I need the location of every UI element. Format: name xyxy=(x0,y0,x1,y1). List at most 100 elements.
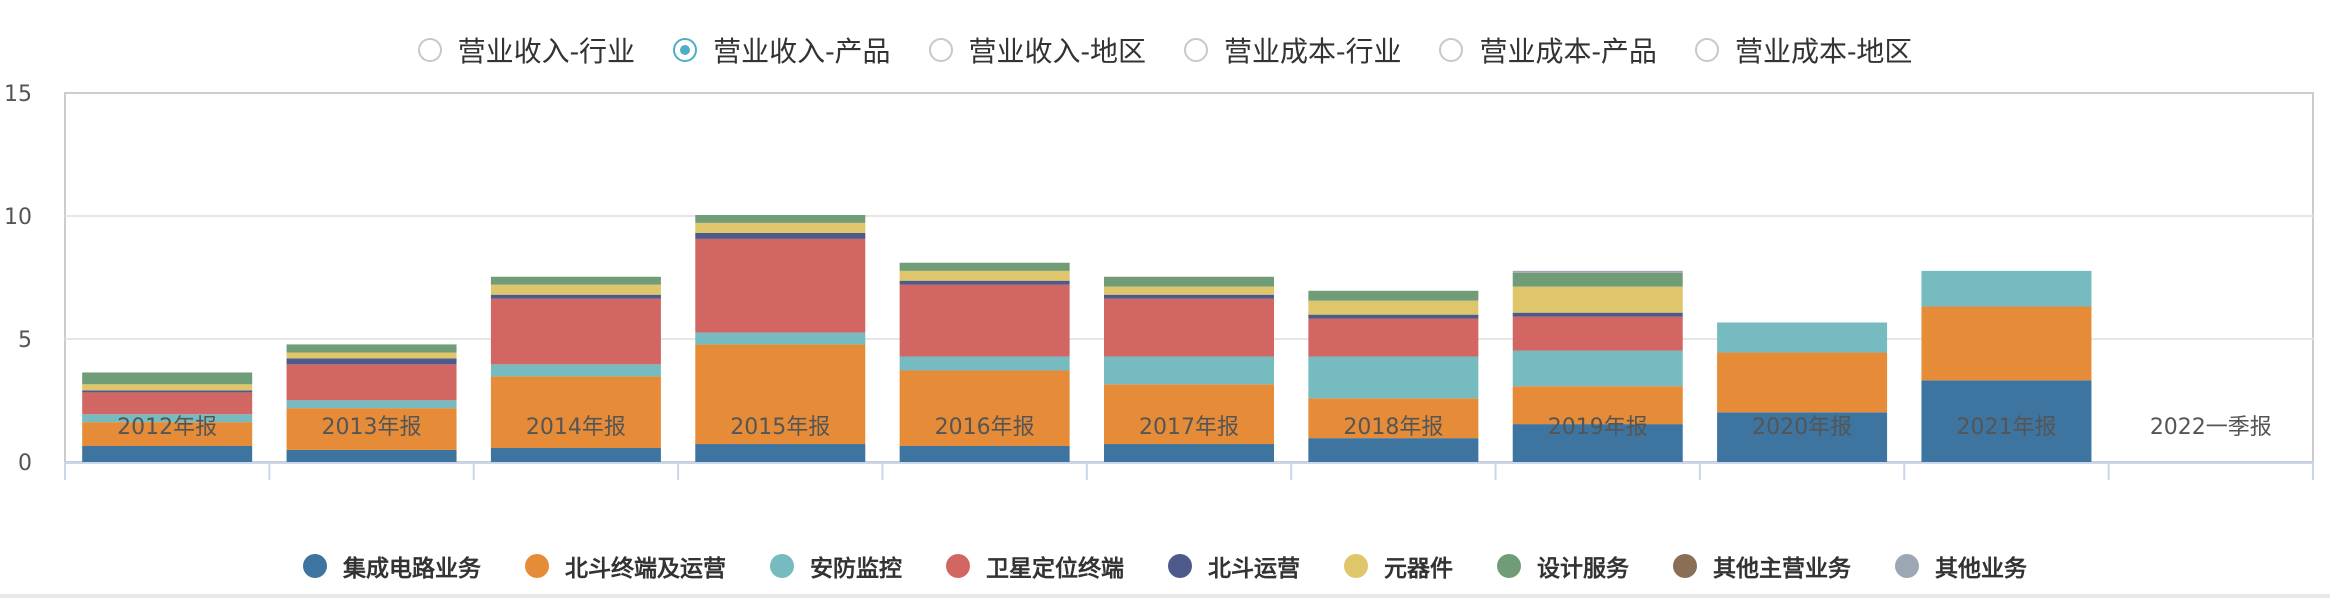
radio-tab-2[interactable]: 营业收入-地区 xyxy=(928,30,1146,70)
bar-segment[interactable] xyxy=(695,232,866,239)
bar-segment[interactable] xyxy=(1512,386,1683,425)
bar-segment[interactable] xyxy=(1308,438,1479,462)
bar-segment[interactable] xyxy=(1921,306,2092,381)
bar-segment[interactable] xyxy=(82,392,253,415)
bar-segment[interactable] xyxy=(899,262,1070,271)
bar-segment[interactable] xyxy=(899,280,1070,285)
bar-stack[interactable] xyxy=(1921,270,2092,462)
x-tick-label: 2022一季报 xyxy=(2150,415,2272,440)
bar-segment[interactable] xyxy=(695,344,866,445)
bar-segment[interactable] xyxy=(899,356,1070,371)
bar-segment[interactable] xyxy=(1308,318,1479,357)
bar-segment[interactable] xyxy=(286,358,457,365)
bar-segment[interactable] xyxy=(1717,352,1888,413)
bar-segment[interactable] xyxy=(1104,286,1274,295)
legend-item[interactable]: 北斗终端及运营 xyxy=(525,549,726,583)
bar-segment[interactable] xyxy=(1104,294,1274,299)
bar-segment[interactable] xyxy=(1512,350,1683,387)
bar-segment[interactable] xyxy=(695,215,866,223)
legend-item[interactable]: 集成电路业务 xyxy=(303,549,481,583)
bar-segment[interactable] xyxy=(1512,316,1683,351)
bar-segment[interactable] xyxy=(1921,380,2092,462)
bar-stack[interactable] xyxy=(286,344,457,462)
bar-segment[interactable] xyxy=(286,344,457,353)
bar-stack[interactable] xyxy=(1308,290,1479,462)
legend-item[interactable]: 卫星定位终端 xyxy=(946,549,1124,583)
bottom-divider xyxy=(0,594,2330,598)
bar-segment[interactable] xyxy=(1512,312,1683,317)
bar-segment[interactable] xyxy=(82,384,253,391)
bar-segment[interactable] xyxy=(82,422,253,447)
bar-segment[interactable] xyxy=(695,222,866,233)
radio-tab-5[interactable]: 营业成本-地区 xyxy=(1694,30,1912,70)
radio-unchecked-icon[interactable] xyxy=(928,38,953,62)
bar-segment[interactable] xyxy=(286,408,457,450)
bar-segment[interactable] xyxy=(1512,286,1683,313)
bar-segment[interactable] xyxy=(899,270,1070,281)
bar-segment[interactable] xyxy=(1104,276,1274,287)
bar-segment[interactable] xyxy=(1308,356,1479,399)
bar-segment[interactable] xyxy=(490,276,661,285)
bar-stack[interactable] xyxy=(1717,322,1888,462)
bar-segment[interactable] xyxy=(286,400,457,409)
bar-segment[interactable] xyxy=(1308,314,1479,319)
legend-dot-icon xyxy=(303,554,327,578)
bar-segment[interactable] xyxy=(82,372,253,385)
legend-item[interactable]: 其他业务 xyxy=(1895,549,2027,583)
bar-segment[interactable] xyxy=(490,284,661,295)
y-tick-label: 10 xyxy=(4,205,32,230)
bar-stack[interactable] xyxy=(1512,270,1683,462)
bar-segment[interactable] xyxy=(82,446,253,462)
bar-stack[interactable] xyxy=(82,372,253,462)
bar-stack[interactable] xyxy=(899,262,1070,462)
radio-tab-0[interactable]: 营业收入-行业 xyxy=(417,30,635,70)
bar-segment[interactable] xyxy=(1308,290,1479,301)
bar-segment[interactable] xyxy=(490,364,661,377)
legend-item[interactable]: 安防监控 xyxy=(770,549,902,583)
bar-segment[interactable] xyxy=(1104,384,1274,445)
radio-tab-3[interactable]: 营业成本-行业 xyxy=(1184,30,1401,70)
bar-stack[interactable] xyxy=(490,276,661,462)
bar-segment[interactable] xyxy=(1921,270,2092,307)
legend-item[interactable]: 其他主营业务 xyxy=(1673,549,1851,583)
bar-segment[interactable] xyxy=(695,238,866,333)
legend-item[interactable]: 设计服务 xyxy=(1497,549,1629,583)
bar-segment[interactable] xyxy=(1717,322,1888,353)
bar-segment[interactable] xyxy=(490,447,661,462)
radio-tab-4[interactable]: 营业成本-产品 xyxy=(1439,30,1657,70)
bar-segment[interactable] xyxy=(1512,270,1683,273)
radio-unchecked-icon[interactable] xyxy=(1184,38,1208,62)
bar-segment[interactable] xyxy=(1308,398,1479,439)
radio-unchecked-icon[interactable] xyxy=(1439,38,1464,62)
bar-segment[interactable] xyxy=(490,294,661,299)
bar-segment[interactable] xyxy=(695,444,866,462)
bar-segment[interactable] xyxy=(286,364,457,401)
bar-segment[interactable] xyxy=(490,298,661,365)
bar-stack[interactable] xyxy=(1104,276,1274,462)
bar-segment[interactable] xyxy=(899,446,1070,462)
bar-segment[interactable] xyxy=(82,390,253,393)
bar-stack[interactable] xyxy=(695,215,866,462)
bar-segment[interactable] xyxy=(490,376,661,448)
bar-segment[interactable] xyxy=(82,414,253,423)
bar-segment[interactable] xyxy=(695,332,866,345)
legend-item[interactable]: 元器件 xyxy=(1344,549,1453,583)
bar-segment[interactable] xyxy=(899,284,1070,357)
bar-segment[interactable] xyxy=(1104,298,1274,357)
radio-unchecked-icon[interactable] xyxy=(1694,38,1719,62)
bar-segment[interactable] xyxy=(286,352,457,359)
bar-segment[interactable] xyxy=(1512,424,1683,462)
bar-segment[interactable] xyxy=(899,370,1070,447)
radio-checked-icon[interactable] xyxy=(673,38,698,62)
x-tick-label: 2020年报 xyxy=(1752,415,1852,440)
bar-segment[interactable] xyxy=(1308,300,1479,315)
legend-item[interactable]: 北斗运营 xyxy=(1168,549,1300,583)
bar-segment[interactable] xyxy=(1512,272,1683,287)
bar-segment[interactable] xyxy=(286,449,457,462)
bar-segment[interactable] xyxy=(1717,412,1888,462)
bar-segment[interactable] xyxy=(1104,444,1274,462)
stacked-bar-chart: 0 5 10 15 2012年报 2013年报 2014年报 2015年报 2016年报 2017… xyxy=(0,80,2330,520)
radio-unchecked-icon[interactable] xyxy=(417,38,442,62)
bar-segment[interactable] xyxy=(1104,356,1274,385)
radio-tab-1[interactable]: 营业收入-产品 xyxy=(673,30,891,70)
